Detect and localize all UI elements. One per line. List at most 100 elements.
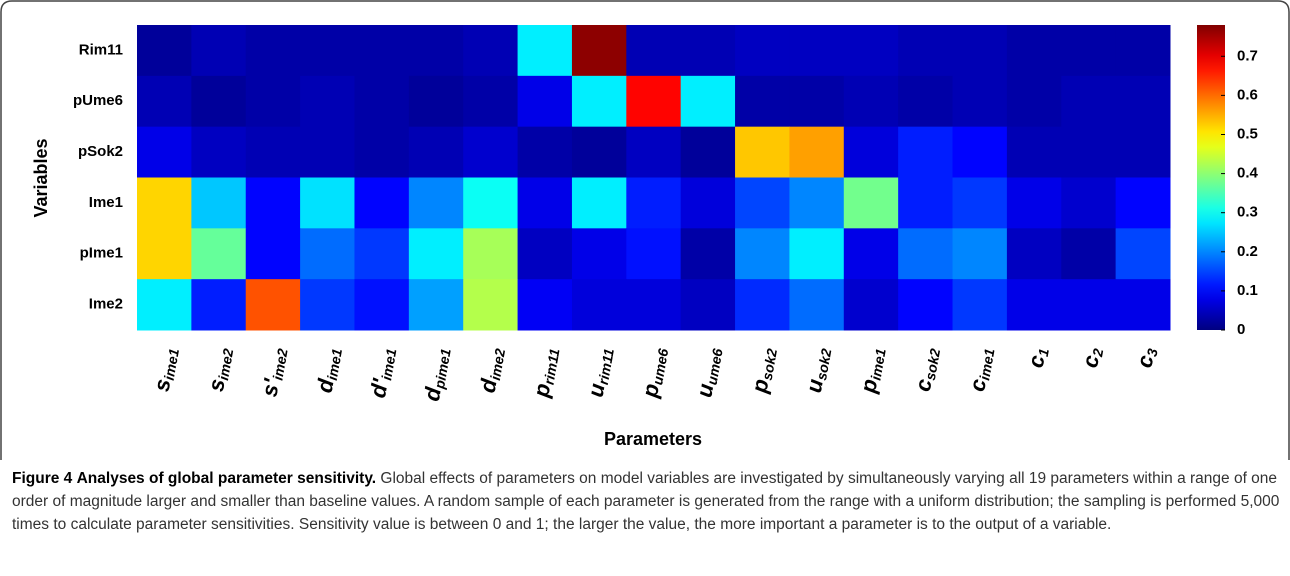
y-axis-title: Variables xyxy=(31,138,51,217)
heatmap-cell xyxy=(1061,25,1117,77)
x-tick-label: dime2 xyxy=(475,345,508,394)
heatmap-cell xyxy=(680,228,736,280)
heatmap-cell xyxy=(898,75,954,128)
heatmap-cell xyxy=(952,75,1008,128)
heatmap-cell xyxy=(843,126,899,178)
heatmap-cell xyxy=(680,177,736,229)
heatmap-cell xyxy=(463,75,519,128)
heatmap-cell xyxy=(1006,75,1062,128)
x-tick-label: pime1 xyxy=(855,345,889,395)
heatmap-cell xyxy=(137,126,192,178)
heatmap-cell xyxy=(245,279,301,331)
heatmap-cell xyxy=(354,126,410,178)
heatmap-cell xyxy=(1006,177,1062,229)
heatmap-cell xyxy=(952,126,1008,178)
heatmap-cell xyxy=(137,279,192,331)
heatmap-cell xyxy=(300,126,355,178)
heatmap-cell xyxy=(735,126,790,178)
heatmap-cell xyxy=(626,177,682,229)
heatmap-cell xyxy=(571,75,627,128)
x-tick-label-sub: ume6 xyxy=(649,347,671,386)
heatmap-cell xyxy=(898,126,954,178)
heatmap-cell xyxy=(735,228,790,280)
heatmap-cell xyxy=(571,126,627,178)
heatmap-cell xyxy=(626,126,682,178)
heatmap-cell xyxy=(517,279,573,331)
heatmap-cell xyxy=(245,75,301,128)
heatmap-cell xyxy=(626,228,682,280)
heatmap-cell xyxy=(517,228,573,280)
heatmap-cell xyxy=(680,25,736,77)
heatmap-cell xyxy=(408,25,464,77)
x-tick-label: s'ime2 xyxy=(256,345,290,398)
heatmap-cell xyxy=(1006,25,1062,77)
caption-text: Global effects of parameters on model va… xyxy=(12,470,1280,533)
x-tick-label: usok2 xyxy=(801,345,834,394)
x-tick-label: sime2 xyxy=(203,345,236,393)
x-tick-label-base: c xyxy=(964,377,991,393)
x-tick-label-base: p xyxy=(746,377,773,396)
heatmap-cell xyxy=(843,177,899,229)
heatmap-cell xyxy=(952,177,1008,229)
y-tick-label: Ime1 xyxy=(89,194,123,211)
heatmap-cell xyxy=(1006,279,1062,331)
figure-frame xyxy=(0,0,1290,460)
x-tick-label: c3 xyxy=(1131,345,1160,369)
heatmap-cell xyxy=(137,25,192,77)
heatmap-cell xyxy=(1061,75,1117,128)
heatmap-cell xyxy=(1061,177,1117,229)
heatmap-cell xyxy=(191,75,247,128)
heatmap-cell xyxy=(789,75,845,128)
heatmap-cell xyxy=(354,177,410,229)
heatmap-cell xyxy=(843,279,899,331)
y-tick-label: pIme1 xyxy=(80,245,123,262)
x-tick-label-sub: ime2 xyxy=(215,347,236,381)
heatmap-cell xyxy=(843,75,899,128)
heatmap-cell xyxy=(191,279,247,331)
heatmap-cell xyxy=(137,228,192,280)
heatmap-cell xyxy=(735,279,790,331)
x-tick-label-base: p xyxy=(528,381,555,400)
heatmap-cell xyxy=(1061,279,1117,331)
heatmap-cell xyxy=(571,177,627,229)
x-tick-label-sub: 3 xyxy=(1143,347,1160,358)
heatmap-cell xyxy=(1006,126,1062,178)
heatmap-cell xyxy=(408,279,464,331)
y-tick-label: pUme6 xyxy=(73,92,123,109)
heatmap-cell xyxy=(898,279,954,331)
x-tick-label: c1 xyxy=(1023,345,1052,369)
x-tick-label: sime1 xyxy=(149,345,182,393)
x-tick-label-base: c xyxy=(1131,353,1158,369)
heatmap-cell xyxy=(245,25,301,77)
heatmap-cell xyxy=(408,126,464,178)
colorbar-tick-label: 0.5 xyxy=(1237,125,1258,142)
heatmap-cell xyxy=(898,25,954,77)
heatmap-cell xyxy=(408,75,464,128)
heatmap-cell xyxy=(1115,75,1171,128)
heatmap-cell xyxy=(952,25,1008,77)
heatmap-cell xyxy=(354,228,410,280)
x-tick-label-base: d' xyxy=(365,376,393,399)
x-tick-label: urim11 xyxy=(583,345,617,399)
heatmap-cell xyxy=(245,228,301,280)
chart: Variables Parameters Rim11 pUme6 pSok2 Ime1… xyxy=(0,0,1290,460)
colorbar-tick-label: 0.7 xyxy=(1237,47,1258,64)
x-tick-label-sub: 2 xyxy=(1089,347,1106,359)
x-tick-label-sub: ime1 xyxy=(378,347,399,381)
heatmap-cell xyxy=(191,228,247,280)
colorbar-tick-label: 0.6 xyxy=(1237,86,1258,103)
heatmap-cell xyxy=(1006,228,1062,280)
heatmap-cell xyxy=(571,25,627,77)
x-tick-label: d'ime1 xyxy=(365,345,399,400)
heatmap-cell xyxy=(300,279,355,331)
colorbar-tick-label: 0.2 xyxy=(1237,243,1258,260)
x-tick-label-base: p xyxy=(855,377,882,396)
heatmap-cell xyxy=(1115,25,1171,77)
x-tick-label-base: u xyxy=(583,381,610,399)
heatmap-cell xyxy=(1061,228,1117,280)
heatmap-cell xyxy=(571,279,627,331)
y-tick-label: Rim11 xyxy=(79,41,123,58)
heatmap-cell xyxy=(137,177,192,229)
x-tick-label-base: s xyxy=(203,377,230,393)
